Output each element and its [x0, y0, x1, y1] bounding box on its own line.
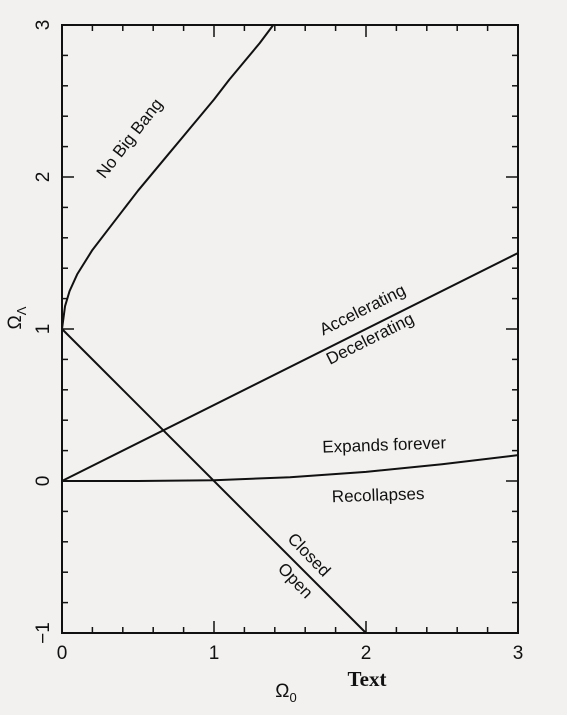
label-recollapses: Recollapses: [332, 484, 425, 506]
no-big-bang-boundary-line: [61, 24, 275, 330]
y-tick-label: 3: [33, 20, 54, 31]
y-axis-symbol: Ω: [5, 315, 26, 329]
y-tick-label: 1: [33, 324, 54, 335]
x-tick-label: 2: [361, 643, 372, 664]
y-axis-title: ΩΛ: [5, 306, 29, 329]
y-tick-label: 0: [33, 476, 54, 487]
y-tick-label: −1: [33, 622, 54, 644]
region-labels: No Big BangAcceleratingDeceleratingExpan…: [93, 95, 447, 602]
expands-recollapses-boundary-line: [62, 454, 519, 482]
x-tick-label: 0: [57, 643, 68, 664]
y-axis-subscript: Λ: [14, 306, 29, 315]
x-axis-subscript: 0: [289, 690, 296, 705]
x-axis-symbol: Ω: [275, 681, 289, 702]
extra-text-label: Text: [348, 667, 387, 691]
label-expands-forever: Expands forever: [322, 433, 447, 456]
y-tick-label: 2: [33, 172, 54, 183]
x-tick-label: 1: [209, 643, 220, 664]
series-lines: [61, 24, 519, 634]
x-axis-title: Ω0: [275, 681, 296, 705]
tick-marks: [61, 24, 519, 634]
accelerating-decelerating-boundary-line: [61, 252, 519, 482]
x-tick-label: 3: [513, 643, 524, 664]
